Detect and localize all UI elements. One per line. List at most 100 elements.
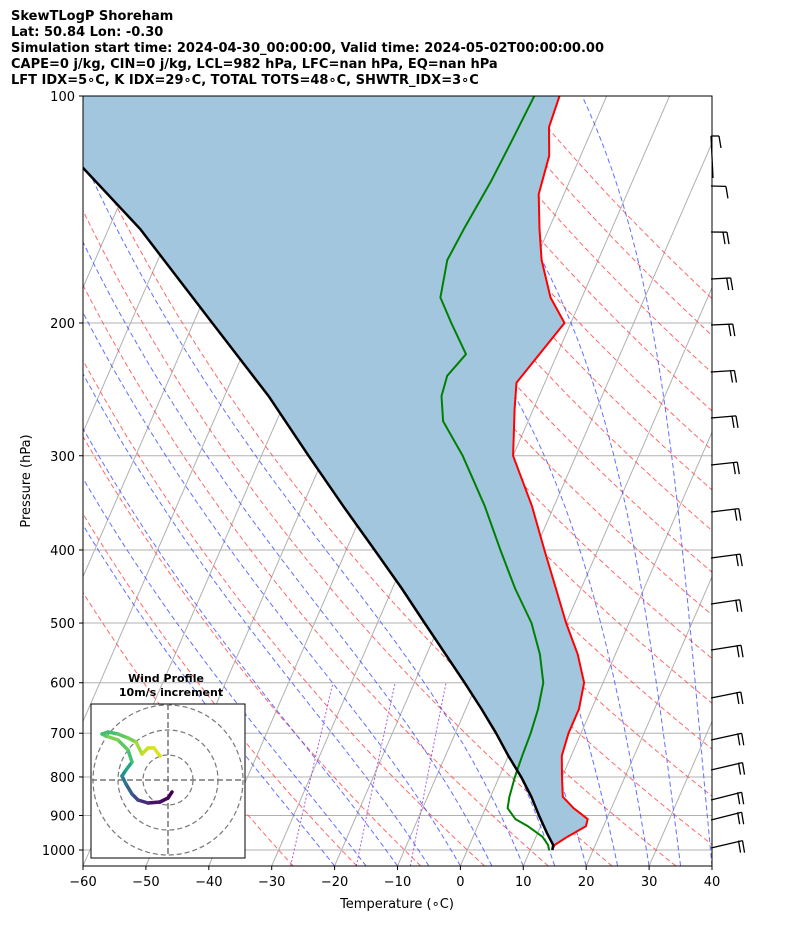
title-indices: LFT IDX=5∘C, K IDX=29∘C, TOTAL TOTS=48∘C…: [11, 73, 479, 88]
hodograph-segment: [104, 734, 120, 742]
wind-barb-staff: [710, 553, 741, 559]
x-tick-label: −30: [258, 875, 285, 890]
wind-barb-flag: [726, 277, 730, 291]
moist-adiabat: [83, 524, 335, 866]
dry-adiabat: [83, 135, 677, 866]
title-block: SkewTLogP Shoreham Lat: 50.84 Lon: -0.30…: [11, 9, 604, 89]
x-tick-label: 30: [641, 875, 658, 890]
wind-barb-flag: [736, 691, 740, 705]
dry-adiabat: [325, 96, 712, 532]
title-times: Simulation start time: 2024-04-30_00:00:…: [11, 41, 604, 56]
y-axis-ticks: 100 200 300 400 500 600 700 800 900 1000: [42, 90, 83, 859]
inset-title: Wind Profile: [128, 672, 204, 685]
wind-barb-flag: [732, 323, 736, 337]
title-location: Lat: 50.84 Lon: -0.30: [11, 25, 164, 40]
x-tick-label: 40: [704, 875, 721, 890]
y-tick-label: 100: [50, 90, 75, 105]
wind-barb-flag: [729, 370, 734, 383]
moist-adiabat: [83, 427, 398, 866]
dry-adiabat: [292, 96, 712, 573]
isotherm-line: [522, 430, 712, 866]
x-axis-ticks: −60 −50 −40 −30 −20 −10 0 10 20 30 40: [69, 866, 720, 890]
x-tick-label: 0: [456, 875, 464, 890]
hodograph-segment: [152, 746, 162, 758]
inset-subtitle: 10m/s increment: [119, 686, 223, 699]
title-station: SkewTLogP Shoreham: [11, 9, 174, 24]
hodograph-segment: [146, 800, 162, 805]
wind-barb-staff: [710, 761, 743, 771]
hodograph-segment: [124, 782, 134, 796]
y-tick-label: 200: [50, 317, 75, 332]
wind-barb-flag: [737, 792, 741, 805]
wind-barb-staff: [710, 811, 742, 821]
y-tick-label: 300: [50, 450, 75, 465]
temperature-line: [512, 96, 589, 851]
wind-profile-inset: Wind Profile 10m/s increment: [90, 672, 246, 859]
wind-barb-flag: [739, 599, 743, 612]
wind-barb-flag: [735, 599, 739, 612]
wind-barb-flag: [737, 733, 741, 746]
y-tick-label: 1000: [42, 844, 75, 859]
x-tick-label: −40: [195, 875, 222, 890]
moist-adiabat: [83, 311, 461, 866]
wind-barb-flag: [734, 508, 738, 521]
wind-barb-flag: [731, 415, 735, 428]
isotherm-line: [83, 96, 167, 289]
mixing-ratio-line: [409, 682, 447, 866]
wind-barb-flag: [738, 508, 742, 521]
wind-barb-flag: [740, 691, 744, 705]
wind-barb-flag: [737, 840, 742, 853]
hodograph-segment: [116, 732, 130, 740]
isotherm-line: [585, 575, 712, 866]
y-tick-label: 500: [50, 617, 75, 632]
moist-adiabat: [83, 477, 367, 866]
dewpoint-line: [439, 96, 551, 851]
dry-adiabat: [83, 512, 358, 866]
wind-barb-flag: [735, 415, 739, 428]
moist-adiabat: [83, 241, 493, 866]
moist-adiabat: [439, 96, 681, 866]
y-tick-label: 800: [50, 771, 75, 786]
isotherm-line: [648, 720, 712, 866]
x-tick-label: −50: [132, 875, 159, 890]
cape-cin-fill: [83, 96, 588, 850]
dry-adiabat: [357, 96, 712, 491]
wind-barb-flag: [733, 370, 738, 383]
wind-barb-flag: [735, 553, 739, 567]
wind-barb-flag: [737, 812, 741, 825]
wind-barb-staff: [710, 277, 731, 280]
wind-barb-flag: [736, 462, 740, 475]
x-tick-label: −10: [384, 875, 411, 890]
mixing-ratio-line: [290, 682, 334, 866]
wind-barb-flag: [739, 553, 743, 567]
wind-barb-flag: [722, 232, 726, 245]
hodograph-segment: [126, 748, 134, 764]
wind-barb-staff: [710, 791, 742, 801]
moist-adiabat: [83, 157, 524, 866]
wind-barb-flag: [740, 645, 744, 658]
parcel-path-line: [83, 166, 555, 851]
wind-barb-flag: [728, 323, 732, 337]
x-axis-label: Temperature (∘C): [339, 897, 454, 912]
wind-barb-staff: [710, 732, 742, 741]
wind-barb-flag: [718, 135, 722, 149]
wind-barb-flag: [725, 186, 729, 199]
wind-barb-flag: [726, 232, 730, 245]
isotherm-line: [711, 864, 712, 866]
moist-adiabat: [581, 96, 712, 866]
parcel-area-fill: [83, 96, 588, 850]
wind-barb-flag: [730, 277, 734, 291]
x-tick-label: 20: [578, 875, 595, 890]
x-tick-label: −20: [321, 875, 348, 890]
dry-adiabat: [83, 284, 549, 866]
wind-barb-flag: [741, 792, 745, 805]
wind-barb-flag: [741, 812, 745, 825]
wind-barb-staff: [710, 691, 741, 699]
dry-adiabat: [83, 359, 485, 866]
wind-barb-staff: [710, 839, 743, 849]
isotherm-line: [83, 96, 104, 145]
wind-barb-flag: [741, 733, 745, 746]
wind-barb-flag: [737, 762, 742, 775]
profile-lines: [83, 96, 589, 851]
hodograph-segment: [116, 738, 130, 752]
